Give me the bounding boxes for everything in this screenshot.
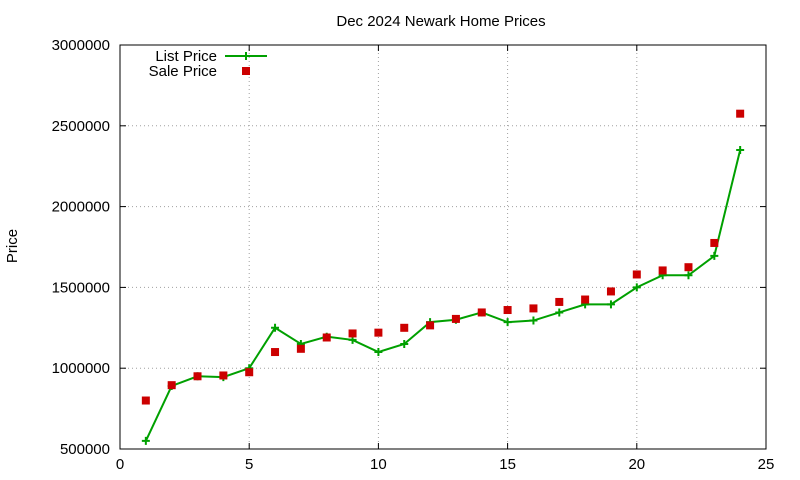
list-price-point: [529, 316, 538, 325]
x-tick-label: 15: [499, 456, 516, 473]
sale-price-point: [606, 287, 615, 296]
sale-price-point: [167, 381, 176, 390]
sale-price-point: [477, 308, 486, 317]
sale-price-point: [451, 314, 460, 323]
sale-price-point: [632, 270, 641, 279]
legend: List Price Sale Price: [149, 48, 267, 80]
sale-price-point: [322, 333, 331, 342]
legend-label-list-price: List Price: [155, 48, 217, 65]
data-series: [141, 109, 745, 445]
list-price-point: [736, 146, 745, 155]
list-price-point: [271, 323, 280, 332]
list-price-point: [632, 283, 641, 292]
list-price-point: [141, 436, 150, 445]
sale-price-point: [348, 329, 357, 338]
legend-marker-list-price: [242, 52, 250, 60]
y-tick-label: 500000: [60, 441, 110, 458]
grid: [120, 45, 766, 449]
axis-ticks: 0 5 10 15 20 25 500000 1000000 1500000 2000000 250…: [52, 37, 775, 473]
y-tick-label: 2000000: [52, 199, 110, 216]
list-price-point: [684, 271, 693, 280]
sale-price-point: [581, 295, 590, 304]
sale-price-point: [296, 344, 305, 353]
y-tick-label: 1500000: [52, 279, 110, 296]
sale-price-point: [271, 348, 280, 357]
sale-price-point: [684, 263, 693, 272]
x-tick-label: 5: [245, 456, 253, 473]
y-tick-label: 3000000: [52, 37, 110, 54]
legend-marker-sale-price: [242, 67, 250, 75]
x-tick-label: 25: [758, 456, 775, 473]
list-price-point: [606, 300, 615, 309]
sale-price-point: [555, 297, 564, 306]
y-tick-label: 2500000: [52, 118, 110, 135]
sale-price-point: [736, 109, 745, 118]
sale-price-point: [245, 368, 254, 377]
list-price-point: [710, 251, 719, 260]
sale-price-point: [400, 323, 409, 332]
legend-label-sale-price: Sale Price: [149, 63, 217, 80]
sale-price-point: [374, 328, 383, 337]
sale-price-point: [529, 304, 538, 313]
series-line-list-price: [144, 149, 742, 442]
list-price-point: [503, 318, 512, 327]
sale-price-point: [710, 238, 719, 247]
y-tick-label: 1000000: [52, 360, 110, 377]
list-price-point: [374, 348, 383, 357]
sale-price-point: [219, 371, 228, 380]
x-tick-label: 20: [628, 456, 645, 473]
chart-title: Dec 2024 Newark Home Prices: [336, 13, 545, 30]
list-price-point: [555, 308, 564, 317]
sale-price-point: [193, 372, 202, 381]
sale-price-point: [658, 266, 667, 275]
sale-price-point: [426, 321, 435, 330]
y-axis-label: Price: [4, 229, 21, 263]
sale-price-point: [503, 306, 512, 315]
list-price-point: [400, 339, 409, 348]
plot-frame: [119, 44, 767, 450]
sale-price-point: [141, 396, 150, 405]
x-tick-label: 0: [116, 456, 124, 473]
x-tick-label: 10: [370, 456, 387, 473]
